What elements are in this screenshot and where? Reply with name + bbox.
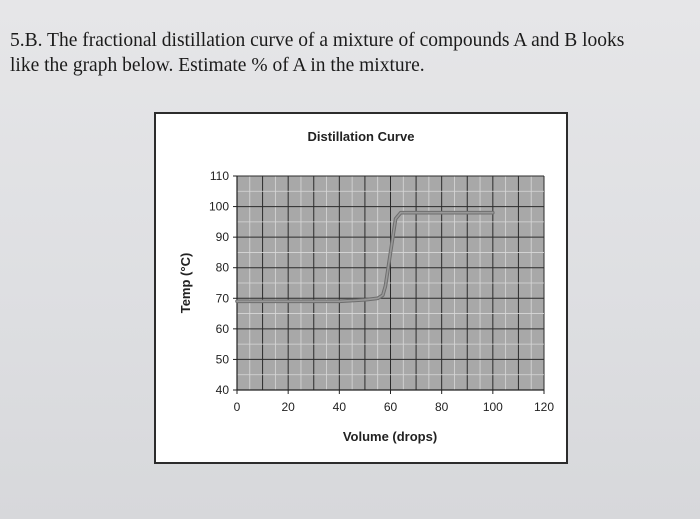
distillation-chart: Distillation Curve 40 50 60 70 80 90 100 110 0 20… bbox=[178, 129, 554, 444]
x-tick-label: 0 bbox=[234, 400, 241, 414]
axes bbox=[233, 175, 545, 394]
x-tick-label: 40 bbox=[333, 400, 347, 414]
chart-title: Distillation Curve bbox=[308, 129, 415, 144]
x-tick-label: 120 bbox=[534, 400, 554, 414]
series-line bbox=[236, 211, 494, 303]
y-tick-label: 90 bbox=[216, 230, 230, 244]
y-tick-label: 70 bbox=[216, 291, 230, 305]
question-line-1: 5.B. The fractional distillation curve o… bbox=[10, 30, 625, 51]
x-tick-label: 80 bbox=[435, 400, 449, 414]
y-tick-label: 40 bbox=[216, 383, 230, 397]
y-tick-label: 60 bbox=[216, 322, 230, 336]
y-axis-label: Temp (°C) bbox=[178, 253, 193, 314]
y-tick-label: 80 bbox=[216, 261, 230, 275]
y-tick-label: 110 bbox=[210, 169, 229, 183]
x-tick-label: 60 bbox=[384, 400, 398, 414]
question-text: 5.B. The fractional distillation curve o… bbox=[10, 28, 690, 78]
tick-labels: 40 50 60 70 80 90 100 110 0 20 40 60 80 100 120 bbox=[209, 169, 554, 414]
x-tick-label: 20 bbox=[281, 400, 295, 414]
question-line-2: like the graph below. Estimate % of A in… bbox=[10, 55, 425, 76]
y-tick-label: 50 bbox=[216, 352, 230, 366]
chart-figure: Distillation Curve 40 50 60 70 80 90 100 110 0 20… bbox=[154, 112, 568, 464]
x-tick-label: 100 bbox=[483, 400, 503, 414]
x-axis-label: Volume (drops) bbox=[343, 429, 437, 444]
series-lines bbox=[235, 210, 495, 304]
y-tick-label: 100 bbox=[209, 200, 229, 214]
